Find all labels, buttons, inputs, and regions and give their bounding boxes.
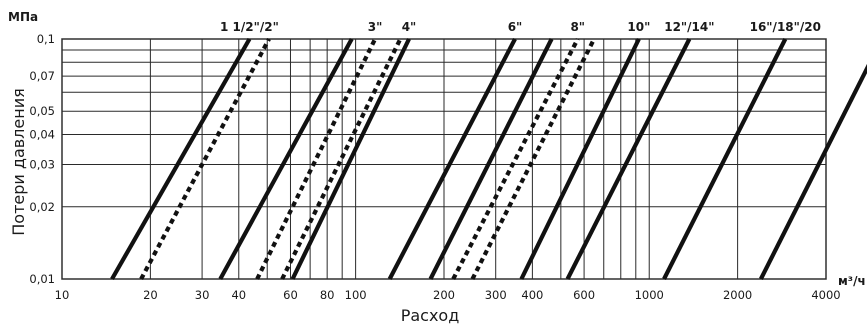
solid-series-line (662, 38, 788, 280)
x-tick-label: 10 (55, 288, 70, 302)
x-tick-label: 4000 (811, 288, 840, 302)
solid-series-line (290, 38, 411, 280)
y-tick-label: 0,01 (29, 272, 55, 286)
series-top-label: 10" (627, 20, 650, 34)
y-tick-label: 0,04 (29, 128, 55, 142)
x-tick-label: 30 (195, 288, 210, 302)
x-tick-label: 300 (485, 288, 507, 302)
y-unit-label: МПа (8, 10, 38, 24)
x-tick-label: 400 (521, 288, 543, 302)
y-tick-label: 0,02 (29, 200, 55, 214)
solid-series-line (110, 37, 252, 281)
x-unit-label: м³/ч (838, 274, 866, 288)
y-tick-label: 0,07 (29, 69, 55, 83)
series-top-label: 1 1/2"/2" (220, 20, 279, 34)
y-axis-title: Потери давления (9, 88, 28, 235)
solid-series-line (387, 38, 517, 280)
x-tick-label: 600 (573, 288, 595, 302)
series-top-label: 16"/18"/20 (750, 20, 821, 34)
x-tick-label: 60 (283, 288, 298, 302)
series-top-label: 12"/14" (664, 20, 714, 34)
solid-series-line (758, 63, 867, 280)
x-axis-title: Расход (401, 306, 460, 325)
x-tick-label: 40 (231, 288, 246, 302)
solid-series-line (565, 38, 692, 280)
x-tick-label: 200 (433, 288, 455, 302)
y-tick-label: 0,05 (29, 104, 55, 118)
x-tick-label: 80 (320, 288, 335, 302)
grid-layer (61, 38, 827, 280)
dashed-series-line (451, 38, 580, 280)
x-tick-label: 100 (345, 288, 367, 302)
series-top-label: 6" (508, 20, 523, 34)
y-tick-label: 0,1 (37, 32, 55, 46)
text-layer: МПа м³/ч Расход Потери давления 0,01 0,02… (8, 10, 866, 325)
series-top-label: 4" (402, 20, 417, 34)
y-tick-label: 0,03 (29, 157, 55, 171)
solid-series-line (519, 38, 641, 280)
x-tick-label: 2000 (723, 288, 752, 302)
series-top-label: 3" (368, 20, 383, 34)
solid-series-line (428, 38, 554, 280)
x-tick-label: 1000 (635, 288, 664, 302)
dashed-series-line (139, 38, 271, 280)
x-tick-label: 20 (143, 288, 158, 302)
series-top-label: 8" (570, 20, 585, 34)
solid-series-line (218, 37, 354, 281)
series-layer (110, 37, 867, 281)
